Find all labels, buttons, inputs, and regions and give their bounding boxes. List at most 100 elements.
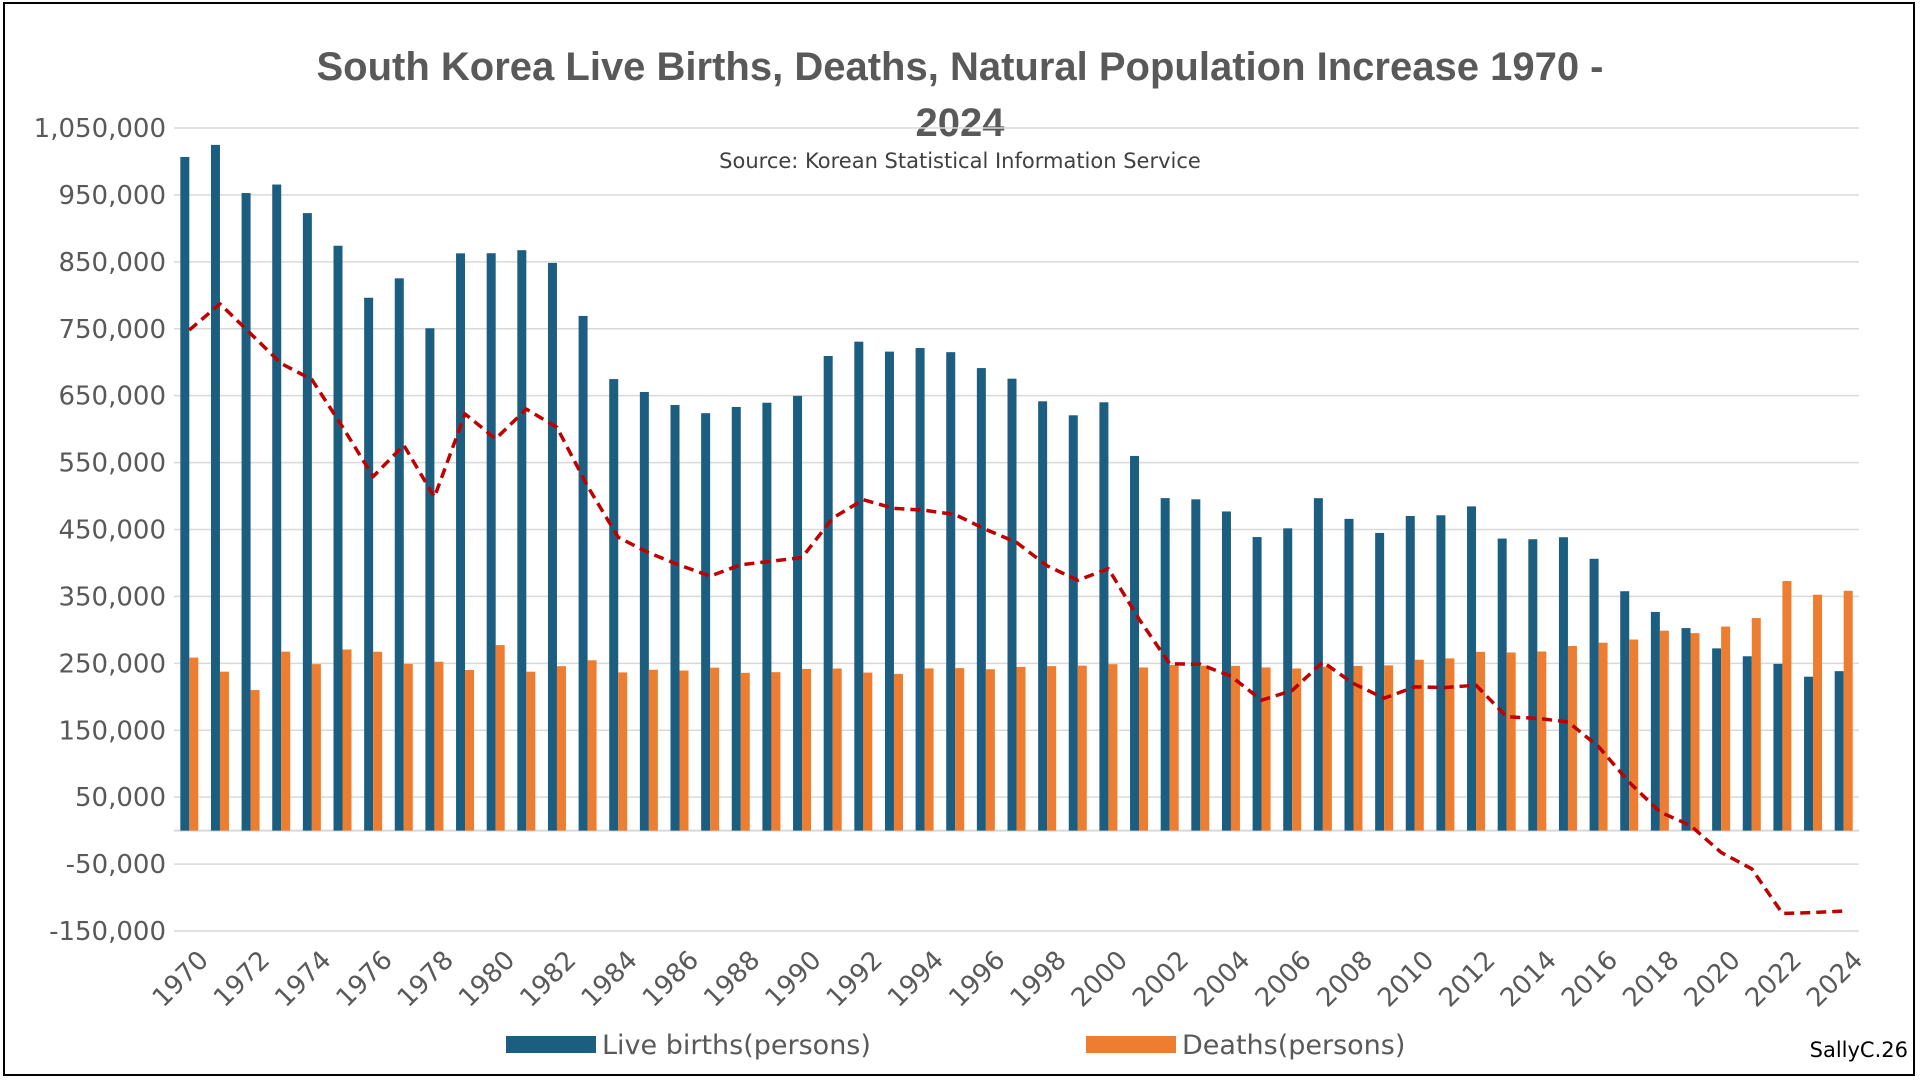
- deaths-bar: [1200, 665, 1210, 831]
- deaths-bar: [1843, 590, 1853, 831]
- births-bar: [976, 368, 986, 831]
- deaths-bar: [465, 670, 475, 831]
- y-tick-label: 950,000: [58, 181, 166, 211]
- x-tick-label: 2004: [1188, 945, 1256, 1013]
- deaths-bar: [1047, 666, 1057, 831]
- x-tick-label: 1988: [698, 945, 766, 1013]
- legend: Live births(persons) Deaths(persons): [506, 1030, 1405, 1061]
- births-bar: [609, 379, 619, 831]
- deaths-bar: [1261, 667, 1271, 831]
- births-bar: [1405, 516, 1415, 831]
- deaths-bar: [1322, 666, 1332, 831]
- births-bar: [456, 253, 466, 831]
- deaths-bar: [832, 668, 842, 831]
- deaths-bar: [1292, 668, 1302, 831]
- y-tick-label: 650,000: [58, 382, 166, 412]
- births-bar: [1130, 455, 1140, 831]
- births-bar: [1099, 402, 1109, 831]
- x-tick-label: 1994: [882, 945, 950, 1013]
- x-tick-label: 1996: [943, 945, 1011, 1013]
- x-tick-label: 1982: [514, 945, 582, 1013]
- deaths-bar: [1384, 665, 1394, 831]
- births-bar: [793, 395, 803, 831]
- deaths-bar: [1629, 639, 1639, 831]
- deaths-bar: [1813, 594, 1823, 831]
- x-tick-label: 1978: [392, 945, 460, 1013]
- deaths-bar: [1659, 630, 1669, 831]
- x-tick-label: 1990: [760, 945, 828, 1013]
- deaths-bar: [189, 657, 199, 831]
- bars: [180, 144, 1853, 831]
- y-tick-label: 450,000: [58, 516, 166, 546]
- y-tick-label: 750,000: [58, 315, 166, 345]
- x-tick-label: 2014: [1495, 945, 1563, 1013]
- deaths-bar: [1445, 658, 1455, 831]
- births-bar: [517, 250, 527, 831]
- deaths-bar: [985, 669, 995, 831]
- births-bar: [1620, 591, 1630, 831]
- births-bar: [1283, 528, 1293, 831]
- births-bar: [425, 328, 435, 831]
- legend-swatch-births: [506, 1036, 596, 1053]
- deaths-bar: [587, 660, 597, 831]
- deaths-bar: [342, 649, 352, 831]
- deaths-bar: [1598, 642, 1608, 831]
- deaths-bar: [1414, 659, 1424, 831]
- births-bar: [1436, 515, 1446, 831]
- births-bar: [1344, 518, 1354, 831]
- deaths-bar: [1537, 651, 1547, 831]
- natural-increase-series: [188, 302, 1844, 916]
- births-bar: [241, 193, 251, 831]
- deaths-bar: [710, 667, 720, 831]
- x-tick-label: 2020: [1679, 945, 1747, 1013]
- births-bar: [1804, 676, 1814, 831]
- births-bar: [486, 253, 496, 831]
- deaths-bar: [1353, 665, 1363, 831]
- chart-subtitle: Source: Korean Statistical Information S…: [719, 149, 1201, 173]
- births-bar: [1375, 532, 1385, 831]
- births-bar: [1007, 378, 1017, 831]
- births-bar: [180, 157, 190, 831]
- births-bar: [302, 213, 312, 831]
- deaths-bar: [802, 668, 812, 831]
- y-tick-label: 50,000: [75, 783, 166, 813]
- x-tick-label: 2016: [1556, 945, 1624, 1013]
- births-bar: [670, 405, 680, 831]
- credit-text: SallyC.26: [1810, 1038, 1908, 1062]
- y-tick-label: 250,000: [58, 649, 166, 679]
- y-tick-label: 1,050,000: [34, 114, 166, 144]
- x-tick-label: 1984: [576, 945, 644, 1013]
- deaths-bar: [219, 671, 229, 831]
- deaths-bar: [1751, 618, 1761, 831]
- deaths-bar: [434, 661, 444, 831]
- x-tick-label: 2024: [1801, 945, 1869, 1013]
- x-tick-label: 1998: [1005, 945, 1073, 1013]
- deaths-bar: [893, 673, 903, 831]
- x-tick-label: 1970: [147, 945, 215, 1013]
- births-bar: [946, 352, 956, 831]
- y-tick-label: -50,000: [66, 850, 166, 880]
- deaths-bar: [311, 664, 321, 831]
- births-bar: [1528, 539, 1538, 831]
- deaths-bar: [679, 670, 689, 831]
- x-tick-label: 2022: [1740, 945, 1808, 1013]
- births-bar: [547, 262, 557, 831]
- deaths-bar: [1016, 666, 1026, 831]
- births-bar: [1773, 663, 1783, 831]
- births-bar: [210, 144, 220, 831]
- legend-label-births: Live births(persons): [602, 1030, 871, 1061]
- x-tick-label: 2010: [1372, 945, 1440, 1013]
- y-tick-label: -150,000: [49, 917, 166, 947]
- chart-title-line2: 2024: [916, 101, 1006, 145]
- births-bar: [762, 402, 772, 831]
- births-bar: [1160, 498, 1170, 831]
- deaths-bar: [955, 668, 965, 831]
- births-bar: [915, 348, 925, 831]
- x-tick-label: 1976: [331, 945, 399, 1013]
- births-bar: [1834, 671, 1844, 831]
- deaths-bar: [924, 668, 934, 831]
- legend-swatch-deaths: [1086, 1036, 1176, 1053]
- births-bar: [731, 406, 741, 831]
- births-bar: [1650, 611, 1660, 831]
